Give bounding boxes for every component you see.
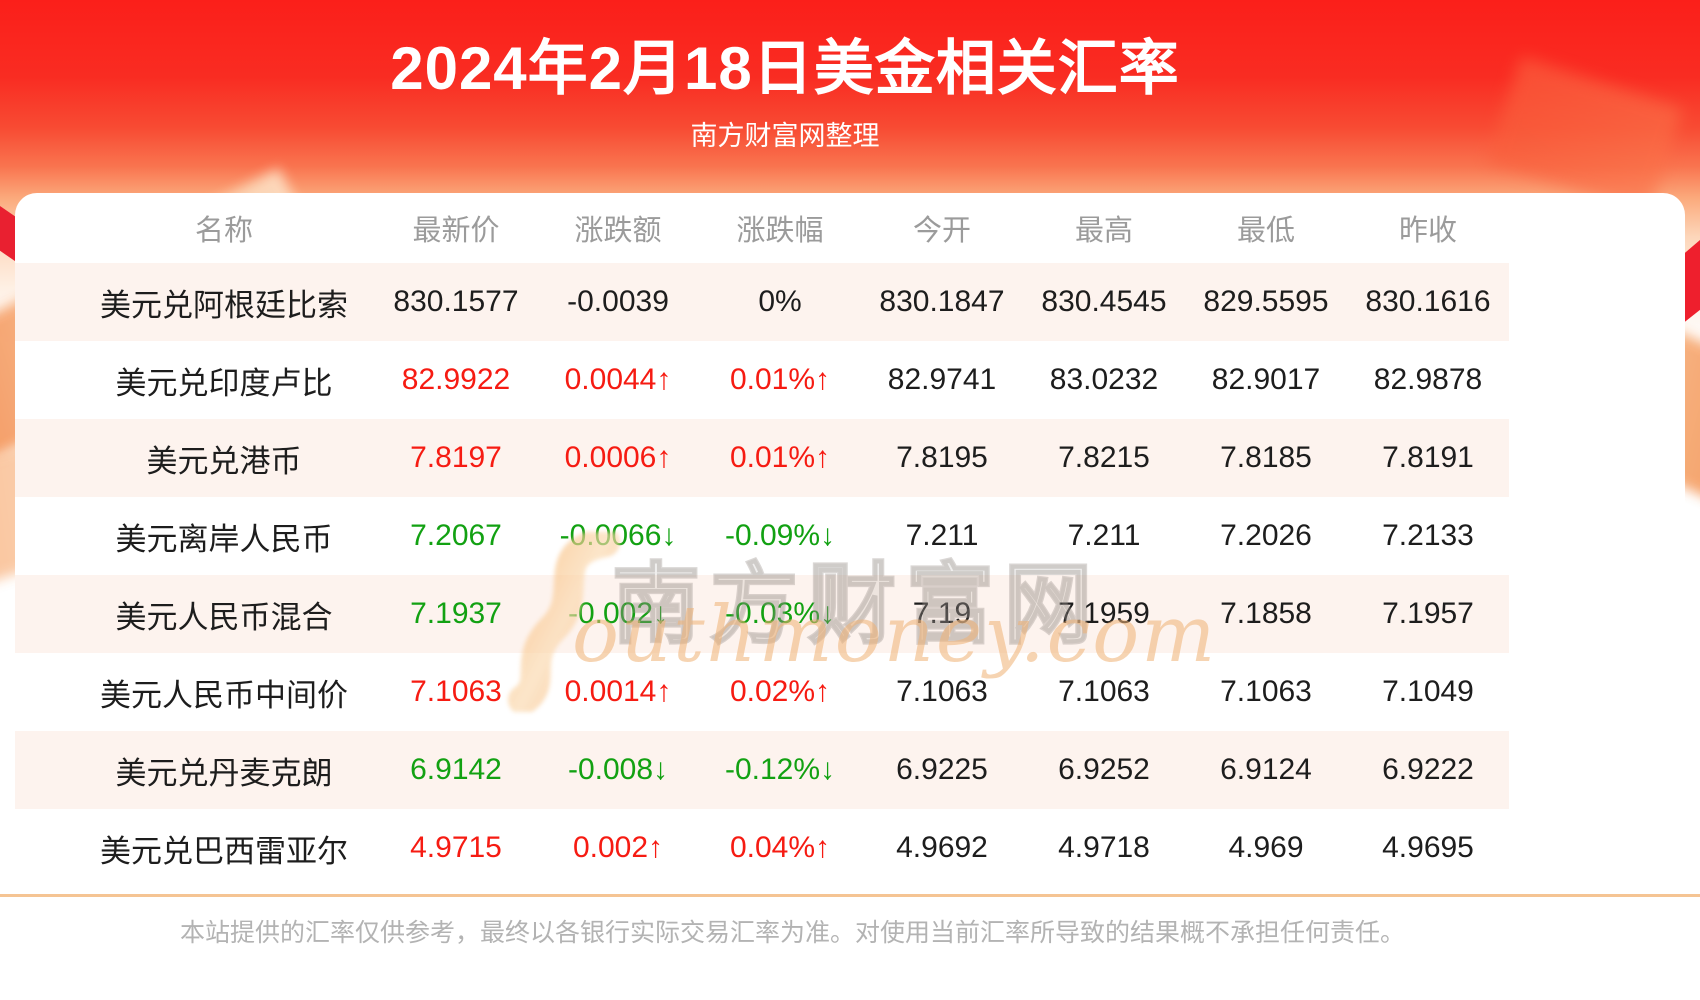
cell-change: 0.0044↑ xyxy=(564,363,672,396)
cell-change-pct: 0% xyxy=(758,285,802,318)
cell-change: 0.0014↑ xyxy=(564,675,672,708)
cell-high: 7.1959 xyxy=(1058,597,1150,630)
cell-name: 美元兑印度卢比 xyxy=(115,365,333,401)
cell-open: 7.1063 xyxy=(896,675,988,708)
cell-prev-close: 7.8191 xyxy=(1382,441,1474,474)
table-body: 美元兑阿根廷比索 830.1577 -0.0039 0% 830.1847 830.454… xyxy=(15,263,1509,887)
cell-name: 美元人民币中间价 xyxy=(100,677,348,713)
cell-low: 7.1063 xyxy=(1220,675,1312,708)
cell-change: -0.0039 xyxy=(567,285,669,318)
cell-prev-close: 82.9878 xyxy=(1373,363,1483,396)
cell-open: 82.9741 xyxy=(887,363,997,396)
column-header-latest: 最新价 xyxy=(412,215,500,247)
table-row: 美元离岸人民币 7.2067 -0.0066↓ -0.09%↓ 7.211 7.211 7.… xyxy=(15,497,1509,575)
cell-change: -0.002↓ xyxy=(567,597,669,630)
cell-low: 7.8185 xyxy=(1220,441,1312,474)
cell-name: 美元兑巴西雷亚尔 xyxy=(100,833,348,869)
cell-high: 7.8215 xyxy=(1058,441,1150,474)
table-row: 美元兑港币 7.8197 0.0006↑ 0.01%↑ 7.8195 7.8215 7.81… xyxy=(15,419,1509,497)
cell-name: 美元兑阿根廷比索 xyxy=(100,287,348,323)
cell-change-pct: -0.12%↓ xyxy=(724,753,836,786)
cell-low: 82.9017 xyxy=(1211,363,1321,396)
rates-table: 名称 最新价 涨跌额 涨跌幅 今开 最高 最低 昨收 美元兑阿根廷比索 830.1577 -0.0… xyxy=(15,193,1509,887)
cell-name: 美元人民币混合 xyxy=(115,599,333,635)
cell-change: -0.008↓ xyxy=(567,753,669,786)
cell-low: 7.2026 xyxy=(1220,519,1312,552)
cell-name: 美元离岸人民币 xyxy=(115,521,333,557)
cell-open: 7.211 xyxy=(905,519,979,552)
cell-high: 6.9252 xyxy=(1058,753,1150,786)
cell-prev-close: 7.2133 xyxy=(1382,519,1474,552)
cell-latest: 7.1063 xyxy=(410,675,502,708)
cell-high: 7.1063 xyxy=(1058,675,1150,708)
footer-disclaimer: 本站提供的汇率仅供参考，最终以各银行实际交易汇率为准。对使用当前汇率所导致的结果… xyxy=(179,919,1405,947)
table-header-row: 名称 最新价 涨跌额 涨跌幅 今开 最高 最低 昨收 xyxy=(15,193,1509,263)
cell-open: 830.1847 xyxy=(879,285,1005,318)
cell-latest: 6.9142 xyxy=(410,753,502,786)
column-header-change: 涨跌额 xyxy=(574,215,662,247)
cell-low: 7.1858 xyxy=(1220,597,1312,630)
cell-open: 6.9225 xyxy=(896,753,988,786)
table-row: 美元兑阿根廷比索 830.1577 -0.0039 0% 830.1847 830.454… xyxy=(15,263,1509,341)
cell-latest: 4.9715 xyxy=(410,831,502,864)
cell-open: 4.9692 xyxy=(896,831,988,864)
cell-latest: 830.1577 xyxy=(393,285,519,318)
cell-latest: 82.9922 xyxy=(401,363,511,396)
cell-low: 4.969 xyxy=(1228,831,1304,864)
column-header-open: 今开 xyxy=(912,215,971,247)
table-row: 美元兑印度卢比 82.9922 0.0044↑ 0.01%↑ 82.9741 83.023… xyxy=(15,341,1509,419)
column-header-high: 最高 xyxy=(1074,215,1133,247)
cell-high: 83.0232 xyxy=(1049,363,1159,396)
cell-change: 0.0006↑ xyxy=(564,441,672,474)
cell-low: 829.5595 xyxy=(1203,285,1329,318)
cell-prev-close: 6.9222 xyxy=(1382,753,1474,786)
column-header-low: 最低 xyxy=(1236,215,1295,247)
cell-high: 830.4545 xyxy=(1041,285,1167,318)
cell-prev-close: 7.1957 xyxy=(1382,597,1474,630)
table-row: 美元人民币中间价 7.1063 0.0014↑ 0.02%↑ 7.1063 7.1063 7… xyxy=(15,653,1509,731)
cell-name: 美元兑港币 xyxy=(146,443,302,479)
cell-low: 6.9124 xyxy=(1220,753,1312,786)
cell-open: 7.8195 xyxy=(896,441,988,474)
cell-latest: 7.1937 xyxy=(410,597,502,630)
cell-name: 美元兑丹麦克朗 xyxy=(115,755,333,791)
page-subtitle: 南方财富网整理 xyxy=(690,121,880,151)
cell-high: 7.211 xyxy=(1067,519,1141,552)
cell-change-pct: -0.09%↓ xyxy=(724,519,836,552)
cell-open: 7.19 xyxy=(912,597,972,630)
cell-latest: 7.8197 xyxy=(410,441,502,474)
column-header-name: 名称 xyxy=(194,215,253,247)
table-row: 美元兑巴西雷亚尔 4.9715 0.002↑ 0.04%↑ 4.9692 4.9718 4.… xyxy=(15,809,1509,887)
table-row: 美元兑丹麦克朗 6.9142 -0.008↓ -0.12%↓ 6.9225 6.9252 6… xyxy=(15,731,1509,809)
column-header-prev-close: 昨收 xyxy=(1398,215,1457,247)
cell-change-pct: -0.03%↓ xyxy=(724,597,836,630)
cell-latest: 7.2067 xyxy=(410,519,502,552)
cell-high: 4.9718 xyxy=(1058,831,1150,864)
footer-divider xyxy=(0,894,1700,897)
cell-change: 0.002↑ xyxy=(572,831,664,864)
table-row: 美元人民币混合 7.1937 -0.002↓ -0.03%↓ 7.19 7.1959 7.1… xyxy=(15,575,1509,653)
cell-change-pct: 0.01%↑ xyxy=(729,441,831,474)
column-header-change-pct: 涨跌幅 xyxy=(736,215,824,247)
cell-change-pct: 0.01%↑ xyxy=(729,363,831,396)
page-title: 2024年2月18日美金相关汇率 xyxy=(390,35,1180,102)
cell-change: -0.0066↓ xyxy=(559,519,677,552)
cell-prev-close: 830.1616 xyxy=(1365,285,1491,318)
cell-change-pct: 0.04%↑ xyxy=(729,831,831,864)
cell-change-pct: 0.02%↑ xyxy=(729,675,831,708)
cell-prev-close: 7.1049 xyxy=(1382,675,1474,708)
rates-table-card: 名称 最新价 涨跌额 涨跌幅 今开 最高 最低 昨收 美元兑阿根廷比索 830.1577 -0.0… xyxy=(15,193,1685,887)
cell-prev-close: 4.9695 xyxy=(1382,831,1474,864)
